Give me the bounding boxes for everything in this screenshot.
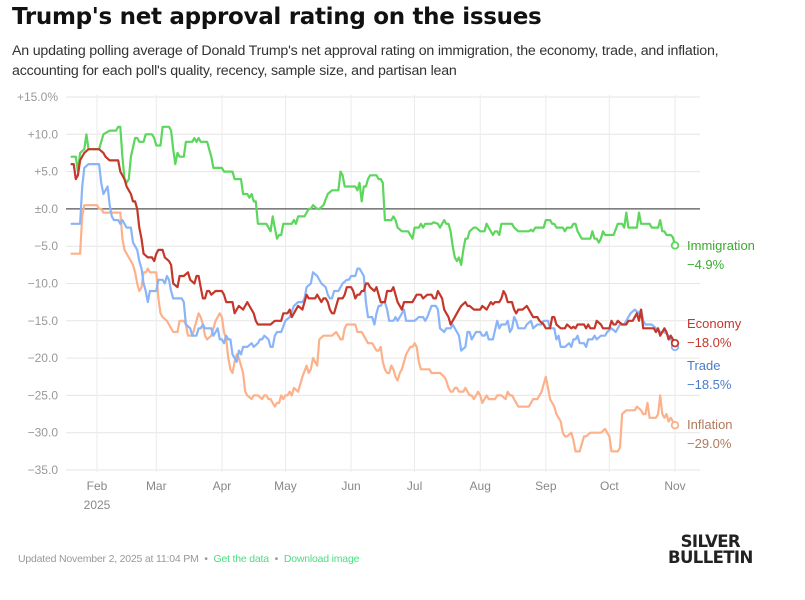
y-tick-label: +5.0 [34,165,58,179]
footer: Updated November 2, 2025 at 11:04 PM • G… [18,553,359,565]
y-tick-label: −10.0 [28,277,59,291]
grid [66,95,700,472]
series-label-economy: Economy [687,316,742,331]
logo-line-2: BULLETIN [668,548,753,567]
x-tick-label: Oct [600,479,619,493]
series-value-inflation: −29.0% [687,436,732,451]
series-label-trade: Trade [687,358,720,373]
end-marker-inflation [670,421,680,430]
x-axis-ticks: Feb 2025 Mar Apr May Jun Jul Aug Sep Oct Nov [84,479,686,512]
download-image-link[interactable]: Download image [283,553,360,565]
x-tick-label: Sep [535,479,557,493]
logo-line-1: SILVER [680,532,741,551]
series-label-inflation: Inflation [687,417,733,432]
series-line-immigration [70,125,677,266]
x-tick-label: Aug [470,479,491,493]
end-marker-immigration [670,241,680,250]
updated-timestamp: Updated November 2, 2025 at 11:04 PM [18,553,199,565]
y-tick-label: −25.0 [28,388,59,402]
y-tick-label: −35.0 [28,463,59,477]
series-value-immigration: −4.9% [687,257,725,272]
y-tick-label: −15.0 [28,314,59,328]
silver-bulletin-logo: SILVER BULLETIN [668,532,753,567]
chart-title: Trump's net approval rating on the issue… [12,4,542,30]
x-tick-label: Nov [664,479,685,493]
get-data-link[interactable]: Get the data [213,553,269,565]
series-line-trade [70,163,677,363]
x-tick-sublabel: 2025 [84,498,111,512]
series-value-trade: −18.5% [687,377,732,392]
series-line-economy [70,148,677,345]
x-tick-label: Feb [87,479,108,493]
y-tick-label: −20.0 [28,351,59,365]
y-tick-label: −5.0 [34,239,58,253]
series-value-economy: −18.0% [687,335,732,350]
end-labels: Immigration −4.9% Economy −18.0% Trade −18.5%… [687,238,755,451]
x-tick-label: Jun [341,479,360,493]
y-tick-label: +15.0% [17,90,58,104]
y-tick-label: −30.0 [28,426,59,440]
series-line-inflation [70,204,677,453]
x-tick-label: May [274,479,297,493]
x-tick-label: Mar [146,479,167,493]
series-label-immigration: Immigration [687,238,755,253]
separator: • [204,553,208,565]
y-axis-ticks: +15.0% +10.0 +5.0 ±0.0 −5.0 −10.0 −15.0 −20.0 −2… [17,90,58,477]
line-chart: +15.0% +10.0 +5.0 ±0.0 −5.0 −10.0 −15.0 −20.0 −2… [17,90,755,512]
chart-subtitle: An updating polling average of Donald Tr… [12,43,719,79]
x-tick-label: Apr [213,479,232,493]
x-tick-label: Jul [407,479,422,493]
end-marker-economy [670,338,680,348]
series-lines [70,125,680,453]
y-tick-label: +10.0 [28,127,59,141]
separator: • [274,553,279,565]
y-tick-label: ±0.0 [35,202,59,216]
